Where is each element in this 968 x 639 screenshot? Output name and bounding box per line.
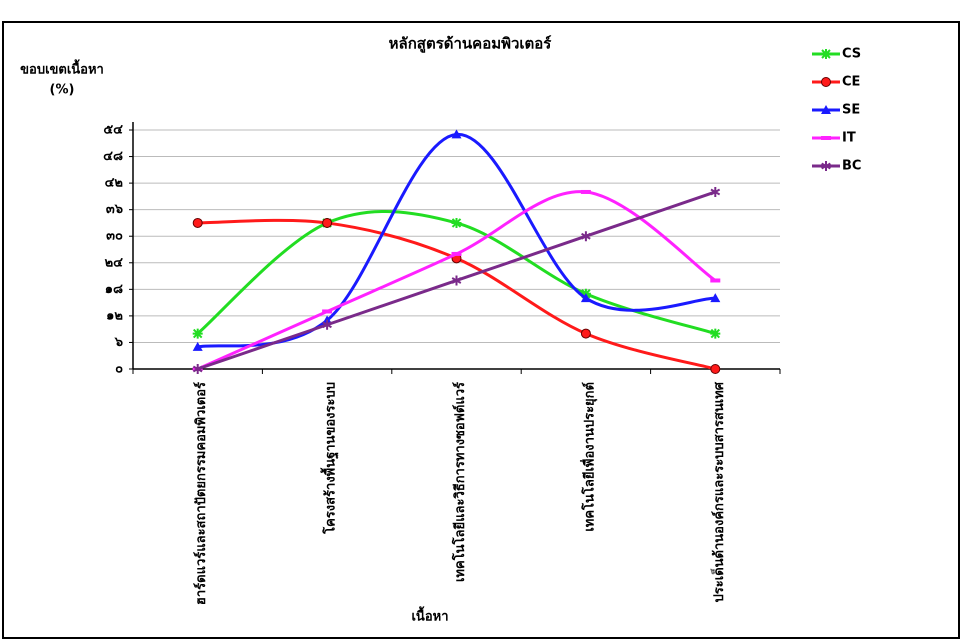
series: [192, 129, 721, 351]
y-tick-label: ๐: [115, 362, 123, 377]
y-tick-label: ๒๔: [105, 255, 124, 270]
marker: [710, 364, 721, 374]
legend-label: CS: [842, 47, 861, 62]
y-axis-label: ขอบเขตเนื้อหา: [20, 59, 104, 78]
x-tick-label: ฮาร์ดแวร์และสถาปัตยกรรมคอมพิวเตอร์: [193, 382, 209, 605]
y-tick-label: ๓๐: [106, 229, 123, 244]
marker: [451, 275, 462, 286]
y-tick-label: ๑๒: [106, 308, 123, 323]
marker: [192, 341, 203, 351]
marker: [322, 217, 333, 228]
marker: [192, 328, 203, 339]
x-tick-label: ประเด็นด้านองค์กรและระบบสารสนเทศ: [709, 381, 727, 602]
series: [192, 186, 721, 374]
series: [192, 217, 721, 374]
legend-label: BC: [842, 159, 861, 174]
y-tick-label: ๑๘: [105, 282, 123, 297]
marker: [710, 293, 721, 303]
x-axis-label: เนื้อหา: [411, 606, 448, 625]
marker: [710, 186, 721, 197]
marker: [821, 161, 831, 171]
marker: [192, 364, 203, 374]
x-tick-label: โครงสร้างพื้นฐานของระบบ: [320, 382, 340, 535]
y-tick-label: ๓๖: [106, 202, 123, 217]
marker: [821, 49, 831, 59]
chart-title: หลักสูตรด้านคอมพิวเตอร์: [389, 35, 553, 54]
marker: [710, 328, 721, 339]
legend-label: SE: [842, 103, 860, 118]
marker: [451, 129, 462, 139]
marker: [580, 328, 591, 339]
y-tick-label: ๔๘: [103, 149, 123, 164]
x-tick-label: เทคโนโลยีและวิธีการทางซอฟต์แวร์: [451, 382, 468, 582]
legend-label: CE: [842, 75, 860, 90]
legend-label: IT: [842, 131, 856, 146]
marker: [451, 217, 462, 228]
y-tick-label: ๔๒: [105, 176, 123, 191]
chart-frame: [2, 21, 960, 639]
y-tick-label: ๕๔: [103, 123, 123, 138]
y-tick-label: ๖: [114, 335, 123, 350]
marker: [580, 293, 591, 303]
marker: [322, 319, 332, 330]
marker: [192, 217, 203, 228]
x-tick-label: เทคโนโลยีเพื่องานประยุกต์: [579, 382, 597, 532]
marker: [581, 231, 591, 242]
marker: [821, 77, 831, 87]
marker: [821, 105, 831, 114]
y-axis-label: (%): [50, 83, 75, 98]
